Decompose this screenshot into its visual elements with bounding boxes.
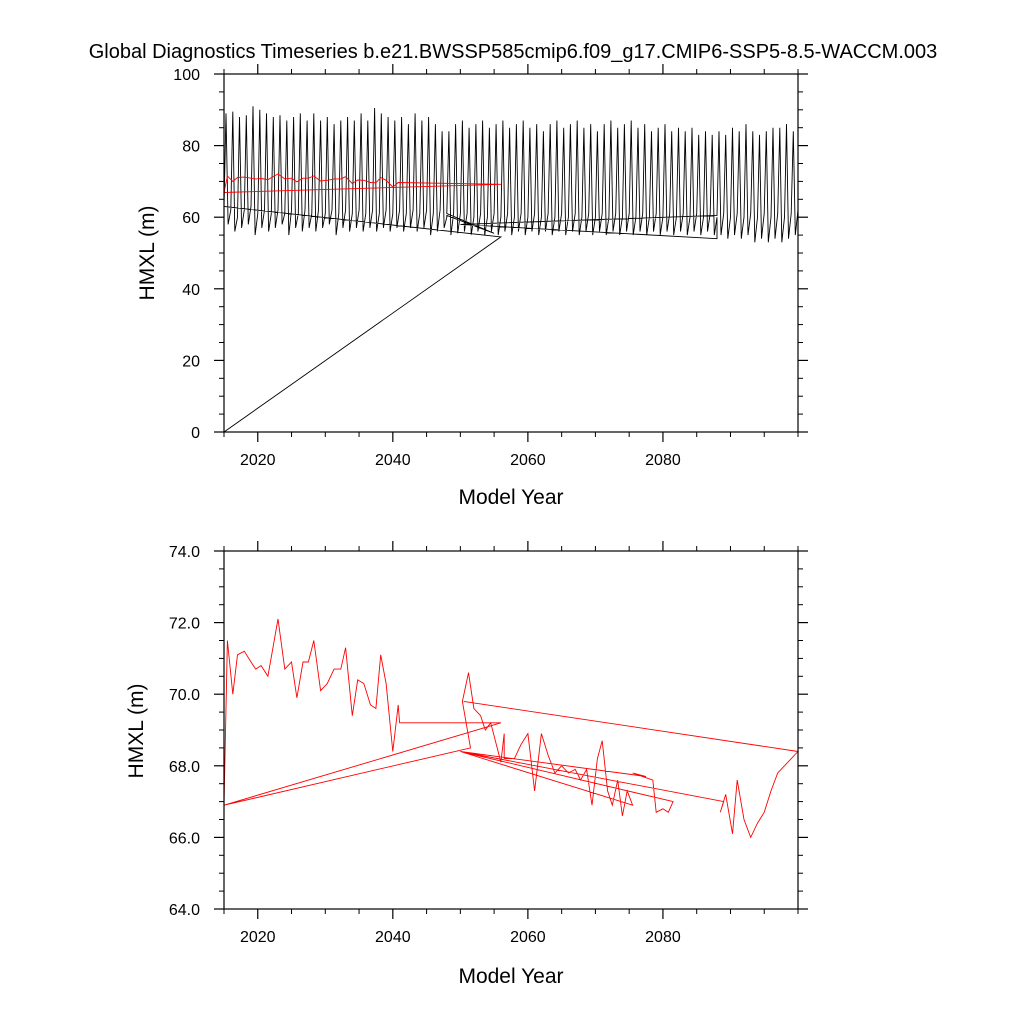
series-line-top-0 — [223, 106, 799, 433]
y-tick-label-bottom: 66.0 — [169, 830, 200, 847]
y-axis-label-bottom: HMXL (m) — [125, 684, 148, 779]
y-tick-label-bottom: 68.0 — [169, 759, 200, 776]
x-tick-label-top: 2060 — [510, 452, 546, 469]
x-tick-label-bottom: 2060 — [510, 929, 546, 946]
plot-area-bottom — [223, 618, 799, 839]
y-tick-label-top: 20 — [182, 353, 200, 370]
chart-panel-bottom: 2020 2040 2060 2080 64.0 66.0 68.0 70.0 72.0 74.0… — [125, 541, 808, 988]
series-line-bottom-0 — [223, 618, 799, 839]
y-axis-label-top: HMXL (m) — [136, 206, 159, 301]
plot-area-top — [223, 106, 799, 433]
y-tick-label-top: 100 — [173, 67, 200, 84]
figure-title: Global Diagnostics Timeseries b.e21.BWSS… — [89, 41, 938, 63]
x-axis-label-top: Model Year — [458, 486, 563, 509]
x-tick-label-bottom: 2080 — [645, 929, 681, 946]
x-tick-label-top: 2040 — [375, 452, 411, 469]
y-tick-label-bottom: 70.0 — [169, 687, 200, 704]
series-line-top-1 — [223, 173, 501, 193]
y-tick-label-bottom: 72.0 — [169, 616, 200, 633]
x-tick-label-bottom: 2020 — [240, 929, 276, 946]
y-tick-label-top: 0 — [191, 425, 200, 442]
y-tick-label-top: 60 — [182, 210, 200, 227]
y-tick-label-top: 80 — [182, 139, 200, 156]
x-tick-label-top: 2080 — [645, 452, 681, 469]
x-tick-label-top: 2020 — [240, 452, 276, 469]
x-axis-label-bottom: Model Year — [458, 965, 563, 988]
y-tick-label-top: 40 — [182, 282, 200, 299]
x-tick-label-bottom: 2040 — [375, 929, 411, 946]
y-tick-label-bottom: 64.0 — [169, 902, 200, 919]
y-tick-label-bottom: 74.0 — [169, 544, 200, 561]
ticks-bottom: 2020 2040 2060 2080 64.0 66.0 68.0 70.0 72.0 74.0 — [169, 541, 808, 946]
